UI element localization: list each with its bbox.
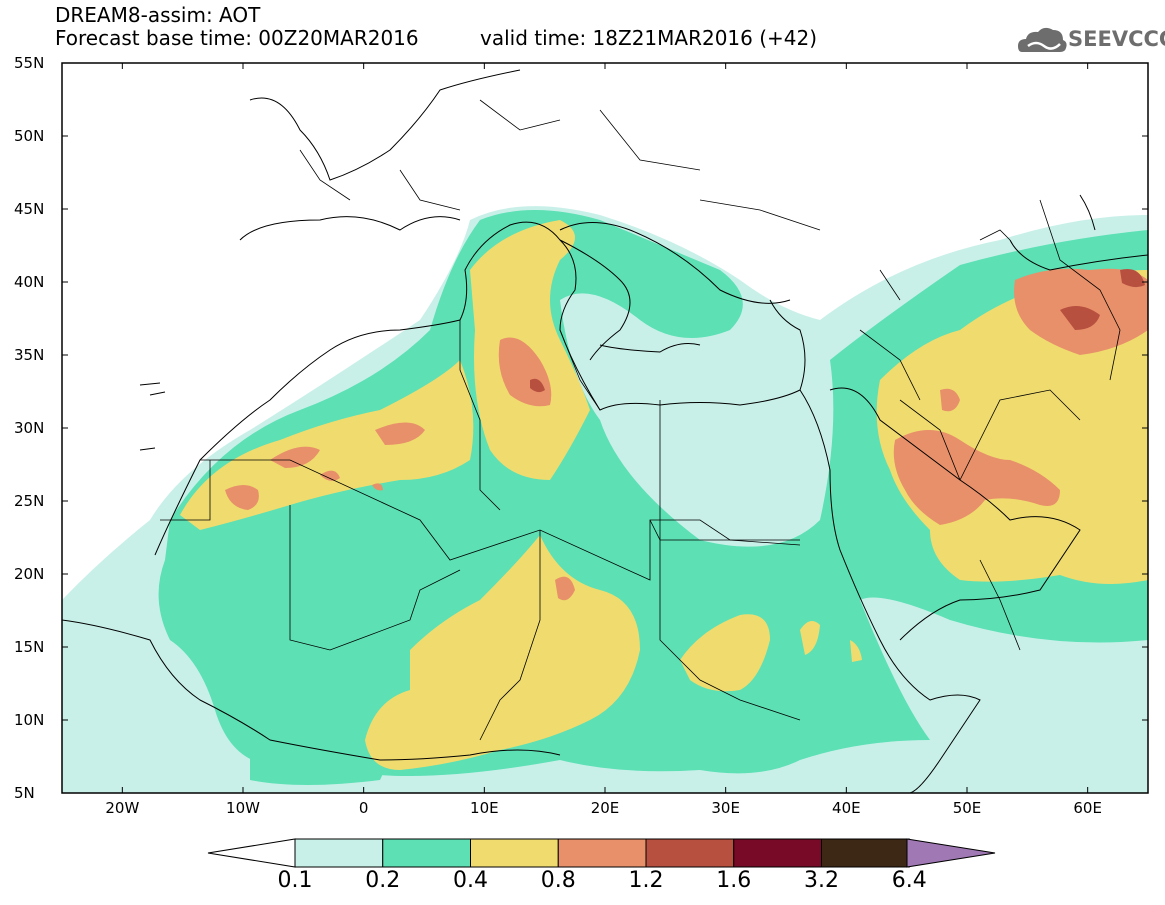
lon-label: 10W: [226, 799, 260, 817]
colorbar-level-label: 1.2: [628, 868, 664, 893]
map-title: DREAM8-assim: AOT: [55, 3, 261, 27]
colorbar-swatch: [645, 838, 735, 868]
lon-label: 60E: [1073, 799, 1102, 817]
colorbar-swatch: [821, 838, 910, 868]
colorbar-high-arrow: [906, 838, 996, 868]
lon-label: 20W: [105, 799, 140, 817]
lon-label: 40E: [832, 799, 861, 817]
lat-label: 5N: [14, 784, 35, 802]
colorbar: [207, 838, 996, 868]
colorbar-level-label: 0.4: [453, 868, 488, 893]
lat-label: 30N: [14, 419, 45, 437]
country-borders: [160, 99, 1121, 741]
lat-label: 55N: [14, 54, 45, 72]
lon-label: 50E: [952, 799, 982, 817]
aot-level-02: [158, 210, 1148, 785]
lon-label: 30E: [711, 799, 740, 817]
colorbar-level-label: 0.1: [277, 868, 313, 893]
coastlines: [62, 69, 1148, 793]
colorbar-level-label: 6.4: [891, 868, 927, 893]
lon-label: 10E: [470, 799, 499, 817]
aot-level-12: [530, 269, 1145, 393]
colorbar-swatch: [294, 838, 384, 868]
colorbar-level-label: 1.6: [716, 868, 752, 893]
lat-label: 50N: [14, 127, 45, 145]
colorbar-low-arrow: [207, 838, 296, 868]
lat-label: 40N: [14, 273, 45, 291]
colorbar-swatch: [733, 838, 822, 868]
lat-label: 10N: [14, 711, 45, 729]
colorbar-swatch: [382, 838, 471, 868]
colorbar-level-label: 3.2: [804, 868, 839, 893]
axis-ticks: [62, 62, 1148, 794]
lat-label: 20N: [14, 565, 45, 583]
colorbar-level-label: 0.8: [540, 868, 576, 893]
aot-map: [61, 62, 1149, 794]
aot-fields: [62, 69, 1148, 793]
lat-label: 45N: [14, 200, 45, 218]
colorbar-level-label: 0.2: [365, 868, 401, 893]
lat-label: 35N: [14, 346, 45, 364]
lon-label: 20E: [590, 799, 620, 817]
colorbar-swatch: [470, 838, 559, 868]
lon-label: 0: [358, 799, 369, 817]
seevccc-cloud-logo-icon: [1018, 27, 1067, 52]
lat-label: 15N: [14, 638, 45, 656]
lat-label: 25N: [14, 492, 45, 510]
colorbar-swatch: [557, 838, 647, 868]
forecast-base-time: Forecast base time: 00Z20MAR2016: [55, 26, 419, 50]
valid-time: valid time: 18Z21MAR2016 (+42): [480, 26, 818, 50]
logo-text: SEEVCCC: [1068, 27, 1165, 51]
